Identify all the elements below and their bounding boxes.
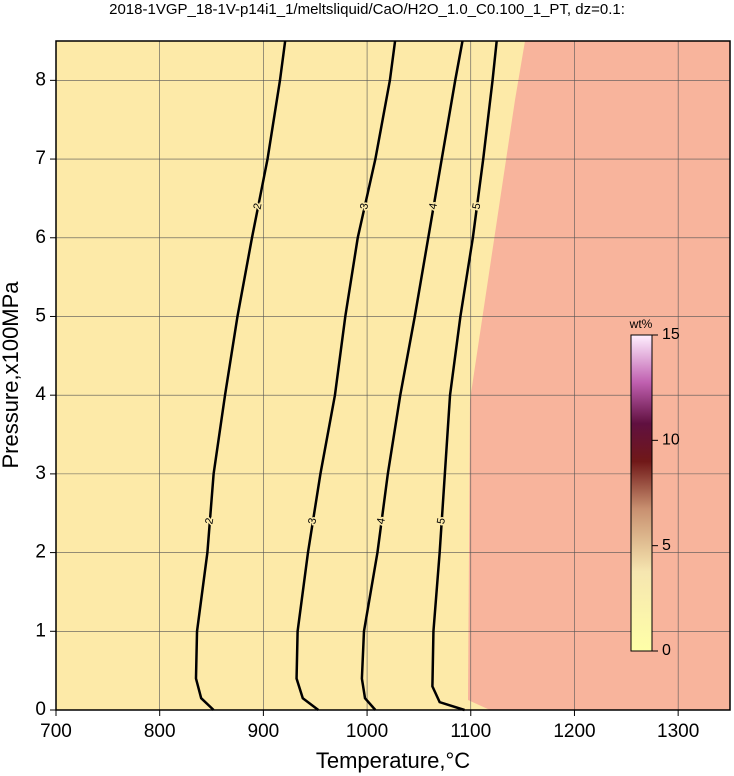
y-tick-label: 8 — [35, 69, 46, 90]
colorbar-tick-label: 5 — [662, 537, 671, 554]
contour-label: 3 — [306, 517, 319, 525]
x-tick-label: 800 — [144, 721, 176, 742]
y-tick-label: 6 — [35, 227, 46, 248]
x-axis-label: Temperature,°C — [316, 748, 470, 773]
colorbar-tick-label: 0 — [662, 642, 671, 659]
contour-label: 4 — [375, 517, 388, 525]
contour-label: 2 — [252, 202, 265, 210]
field-region — [468, 41, 730, 710]
colorbar-tick-label: 15 — [662, 326, 680, 343]
contour-label: 5 — [470, 202, 483, 210]
y-tick-label: 2 — [35, 542, 46, 563]
plot-frame — [55, 40, 731, 711]
colorbar — [630, 334, 653, 652]
chart-title: 2018-1VGP_18-1V-p14i1_1/meltsliquid/CaO/… — [109, 1, 625, 18]
contour-line — [431, 40, 498, 712]
y-tick-label: 0 — [35, 699, 46, 720]
x-tick-label: 1300 — [657, 721, 699, 742]
x-tick-label: 1000 — [346, 721, 388, 742]
colorbar-tick-label: 10 — [662, 432, 680, 449]
x-tick-label: 1100 — [450, 721, 491, 742]
y-tick-label: 4 — [35, 384, 46, 405]
y-tick-label: 1 — [35, 620, 46, 641]
x-tick-label: 1200 — [553, 721, 595, 742]
contour-label: 4 — [427, 202, 440, 210]
contour-line — [295, 40, 397, 711]
y-tick-label: 3 — [35, 463, 46, 484]
colorbar-label: wt% — [629, 317, 653, 331]
y-tick-label: 7 — [35, 148, 46, 169]
contour-label: 2 — [203, 517, 216, 525]
contour-line — [194, 40, 287, 711]
y-tick-label: 5 — [35, 305, 46, 326]
y-axis-label: Pressure,x100MPa — [0, 281, 23, 469]
contour-label: 5 — [435, 517, 448, 525]
x-tick-label: 900 — [248, 721, 280, 742]
contour-label: 3 — [358, 202, 371, 210]
x-tick-label: 700 — [40, 721, 72, 742]
contour-line — [360, 40, 464, 711]
